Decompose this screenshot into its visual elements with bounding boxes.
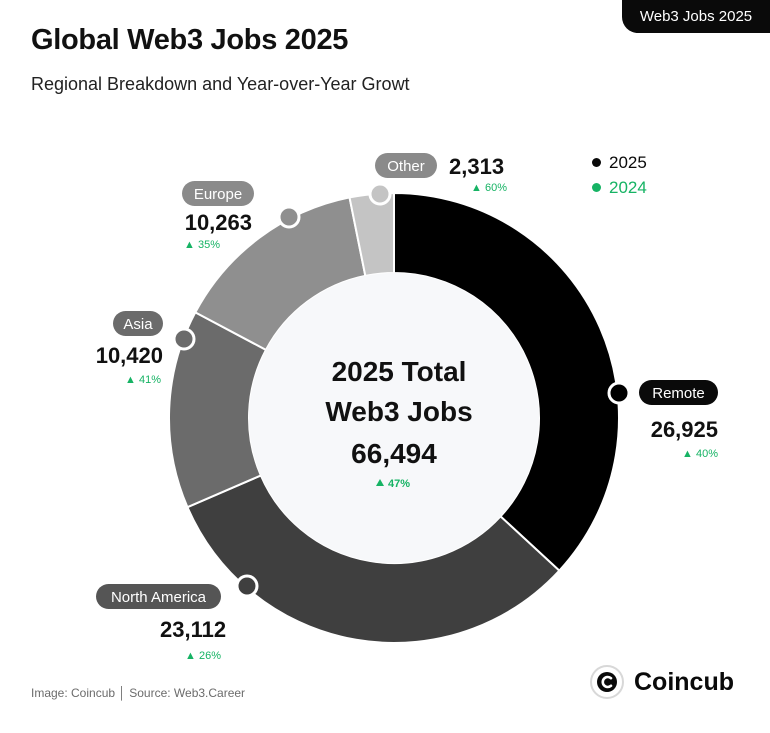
label-asia: Asia [123,316,153,333]
label-pill-europe [182,181,254,206]
value-remote: 26,925 [651,417,718,442]
growth-north-america: ▲ 26% [185,650,221,662]
chart-title: Global Web3 Jobs 2025 [31,24,349,56]
label-pill-asia [113,311,163,336]
label-pill-north-america [96,584,221,609]
header-badge: Web3 Jobs 2025 [622,0,770,33]
value-north-america: 23,112 [160,617,226,642]
label-remote: Remote [652,385,705,402]
coincub-logo-icon [590,665,624,699]
value-other: 2,313 [449,154,504,179]
value-europe: 10,263 [185,210,252,235]
growth-remote: ▲ 40% [682,448,718,460]
brand-name: Coincub [634,667,734,696]
marker-north-america [235,574,259,598]
center-title-line1: 2025 Total [332,356,467,387]
legend-item-2025: 2025 [592,150,647,175]
legend: 2025 2024 [592,150,647,200]
center-growth: 47% [388,478,410,490]
legend-label: 2025 [609,152,647,172]
label-europe: Europe [194,186,242,203]
growth-asia: ▲ 41% [125,374,161,386]
label-pill-remote [639,380,718,405]
center-title-line2: Web3 Jobs [325,396,472,427]
marker-europe [277,205,301,229]
marker-asia [172,327,196,351]
up-arrow-icon [376,479,384,486]
marker-other [368,182,392,206]
label-other: Other [387,158,425,175]
center-total: 66,494 [351,438,437,469]
legend-item-2024: 2024 [592,175,647,200]
label-pill-other [375,153,437,178]
legend-dot-icon [592,183,601,192]
label-north-america: North America [111,589,207,606]
legend-label: 2024 [609,177,647,197]
growth-other: ▲ 60% [471,182,507,194]
growth-europe: ▲ 35% [184,239,220,251]
brand-logo: Coincub [590,665,734,699]
marker-remote [607,381,631,405]
value-asia: 10,420 [96,343,163,368]
donut-center [249,273,539,563]
source-caption: Image: Coincub │ Source: Web3.Career [31,686,246,700]
chart-subtitle: Regional Breakdown and Year-over-Year Gr… [31,74,410,94]
legend-dot-icon [592,158,601,167]
